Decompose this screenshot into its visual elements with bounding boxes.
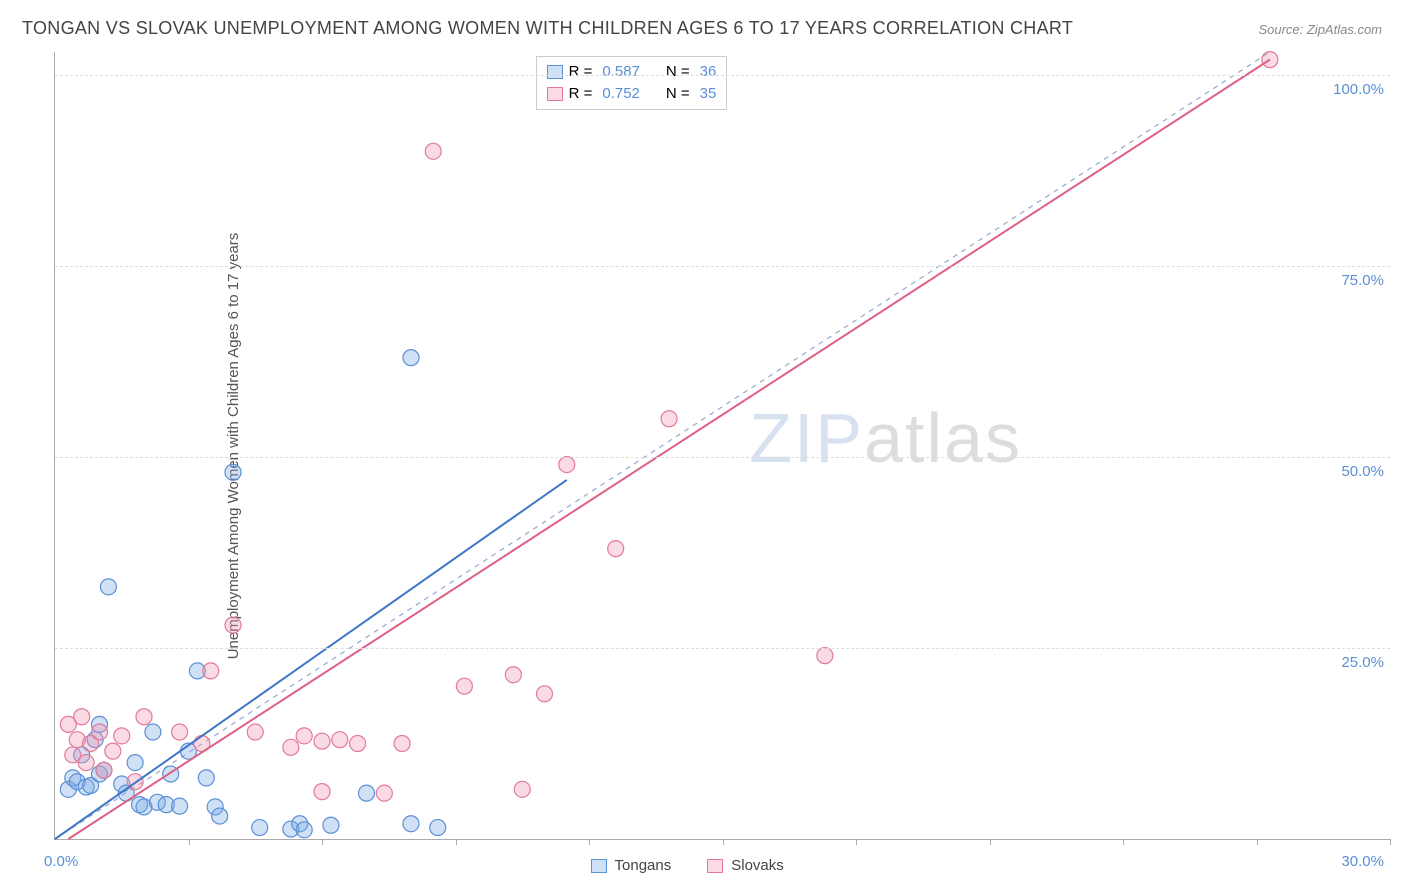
data-point <box>198 770 214 786</box>
r-prefix: R = <box>569 83 593 105</box>
source-label: Source: ZipAtlas.com <box>1258 22 1382 37</box>
legend-swatch <box>591 859 607 873</box>
trend-line <box>55 480 567 839</box>
data-point <box>314 784 330 800</box>
data-point <box>78 755 94 771</box>
chart-title: TONGAN VS SLOVAK UNEMPLOYMENT AMONG WOME… <box>22 18 1073 39</box>
y-tick-label: 75.0% <box>1341 272 1384 289</box>
data-point <box>817 648 833 664</box>
x-axis-end-label: 30.0% <box>1341 853 1384 870</box>
data-point <box>145 724 161 740</box>
x-tick <box>1257 839 1258 845</box>
legend-item: Slovaks <box>707 857 784 874</box>
y-tick-label: 25.0% <box>1341 654 1384 671</box>
r-prefix: R = <box>569 61 593 83</box>
data-point <box>203 663 219 679</box>
data-point <box>425 143 441 159</box>
n-value: 36 <box>700 61 717 83</box>
x-tick <box>856 839 857 845</box>
data-point <box>96 762 112 778</box>
data-point <box>212 808 228 824</box>
data-point <box>283 739 299 755</box>
grid-line <box>55 457 1390 458</box>
grid-line <box>55 648 1390 649</box>
data-point <box>100 579 116 595</box>
data-point <box>359 785 375 801</box>
data-point <box>247 724 263 740</box>
data-point <box>505 667 521 683</box>
data-point <box>403 816 419 832</box>
x-tick <box>1123 839 1124 845</box>
n-prefix: N = <box>666 61 690 83</box>
data-point <box>296 822 312 838</box>
data-point <box>559 457 575 473</box>
n-value: 35 <box>700 83 717 105</box>
data-point <box>350 735 366 751</box>
data-point <box>136 709 152 725</box>
plot-area: ZIPatlas R =0.587N =36R =0.752N =35 25.0… <box>54 52 1390 840</box>
data-point <box>172 724 188 740</box>
stats-row: R = 0.587 N = 36 <box>547 61 717 83</box>
data-point <box>323 817 339 833</box>
data-point <box>114 728 130 744</box>
grid-line <box>55 266 1390 267</box>
data-point <box>92 724 108 740</box>
series-legend: Tongans Slovaks <box>591 857 784 874</box>
data-point <box>105 743 121 759</box>
legend-item: Tongans <box>591 857 672 874</box>
x-tick <box>456 839 457 845</box>
data-point <box>172 798 188 814</box>
identity-line <box>55 52 1270 839</box>
legend-label: Slovaks <box>731 857 784 874</box>
x-tick <box>589 839 590 845</box>
data-point <box>514 781 530 797</box>
x-tick <box>189 839 190 845</box>
data-point <box>661 411 677 427</box>
stats-legend: R = 0.587 N = 36 R = 0.752 N = 35 <box>536 56 728 110</box>
r-value: 0.587 <box>602 61 640 83</box>
trend-line <box>68 60 1270 839</box>
data-point <box>537 686 553 702</box>
r-value: 0.752 <box>602 83 640 105</box>
x-axis-start-label: 0.0% <box>44 853 78 870</box>
data-point <box>74 709 90 725</box>
data-point <box>608 541 624 557</box>
data-point <box>252 820 268 836</box>
n-prefix: N = <box>666 83 690 105</box>
stats-row: R = 0.752 N = 35 <box>547 83 717 105</box>
y-tick-label: 100.0% <box>1333 81 1384 98</box>
y-tick-label: 50.0% <box>1341 463 1384 480</box>
data-point <box>394 735 410 751</box>
data-point <box>225 464 241 480</box>
legend-swatch <box>547 65 563 79</box>
data-point <box>296 728 312 744</box>
x-tick <box>723 839 724 845</box>
x-tick <box>322 839 323 845</box>
data-point <box>430 820 446 836</box>
grid-line <box>55 75 1390 76</box>
legend-label: Tongans <box>615 857 672 874</box>
data-point <box>332 732 348 748</box>
data-point <box>127 755 143 771</box>
legend-swatch <box>707 859 723 873</box>
data-point <box>225 617 241 633</box>
legend-swatch <box>547 87 563 101</box>
x-tick <box>990 839 991 845</box>
data-point <box>314 733 330 749</box>
x-tick <box>1390 839 1391 845</box>
data-point <box>456 678 472 694</box>
data-point <box>376 785 392 801</box>
data-point <box>403 350 419 366</box>
chart-svg <box>55 52 1390 839</box>
